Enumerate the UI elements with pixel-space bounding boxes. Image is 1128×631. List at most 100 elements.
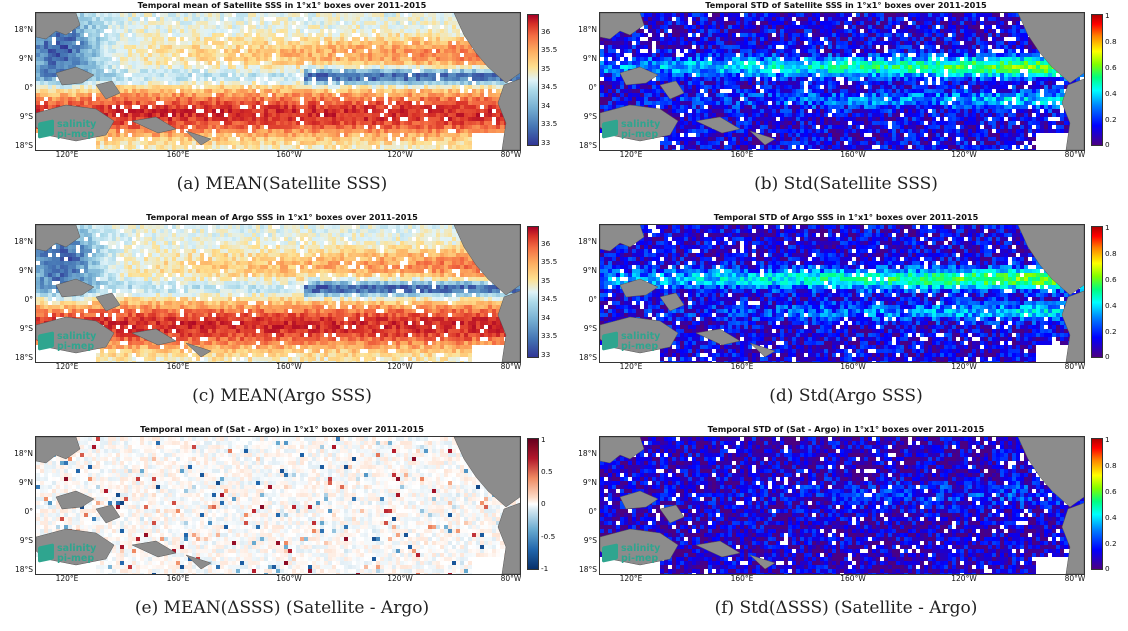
cbar-tick: 0.2 (1105, 539, 1117, 548)
land-mass (55, 490, 95, 510)
lat-tick-9s: 9°S (569, 536, 597, 545)
cbar-tick: 36 (541, 239, 550, 248)
logo-mark (602, 119, 618, 139)
cbar-tick: 1 (541, 435, 546, 444)
caption-d: (d) Std(Argo SSS) (564, 386, 1128, 406)
land-mass (749, 342, 776, 358)
lon-tick-160w: 160°W (833, 362, 873, 371)
lon-tick-80w: 80°W (1055, 574, 1095, 583)
cbar-tick: 35.5 (541, 257, 557, 266)
land-mass (497, 290, 520, 362)
logo-line1: salinity (57, 119, 96, 130)
logo-e: salinity pi-mep (38, 542, 98, 568)
logo-line2: pi-mep (621, 341, 658, 352)
lat-tick-9s: 9°S (5, 324, 33, 333)
map-c-field (36, 225, 520, 362)
land-mass (131, 328, 177, 346)
land-mass (659, 80, 685, 100)
land-mass (695, 116, 741, 134)
cbar-tick: 0.8 (1105, 37, 1117, 46)
lat-tick-18n: 18°N (569, 237, 597, 246)
land-mass (497, 502, 520, 574)
cbar-tick: 35 (541, 64, 550, 73)
lon-tick-120w: 120°W (944, 150, 984, 159)
lat-tick-9s: 9°S (5, 536, 33, 545)
lat-tick-9s: 9°S (5, 112, 33, 121)
cbar-tick: 34 (541, 101, 550, 110)
land-mass (1061, 290, 1084, 362)
panel-f-title: Temporal STD of (Sat - Argo) in 1°x1° bo… (564, 424, 1128, 436)
cbar-tick: 33 (541, 350, 550, 359)
map-a (35, 12, 521, 151)
cbar-tick: 0.8 (1105, 249, 1117, 258)
land-mass (55, 66, 95, 86)
lat-tick-9n: 9°N (5, 266, 33, 275)
logo-line2: pi-mep (621, 553, 658, 564)
caption-f: (f) Std(ΔSSS) (Satellite - Argo) (564, 598, 1128, 618)
lon-tick-120w: 120°W (944, 362, 984, 371)
land-mass (695, 328, 741, 346)
cbar-tick: 0.5 (541, 467, 553, 476)
lon-tick-160e: 160°E (722, 150, 762, 159)
panel-d-title: Temporal STD of Argo SSS in 1°x1° boxes … (564, 212, 1128, 224)
logo-line1: salinity (57, 543, 96, 554)
lon-tick-120e: 120°E (47, 150, 87, 159)
lon-tick-80w: 80°W (491, 362, 531, 371)
lon-tick-80w: 80°W (1055, 362, 1095, 371)
cbar-tick: 35.5 (541, 45, 557, 54)
colorbar-f (1091, 438, 1103, 570)
colorbar-a (527, 14, 539, 146)
cbar-tick: 0.8 (1105, 461, 1117, 470)
cbar-tick: 0.4 (1105, 89, 1117, 98)
panel-a-title: Temporal mean of Satellite SSS in 1°x1° … (0, 0, 564, 12)
land-mass (1017, 225, 1084, 296)
lat-tick-18s: 18°S (569, 141, 597, 150)
logo-a: salinity pi-mep (38, 118, 98, 144)
lat-tick-18s: 18°S (569, 565, 597, 574)
cbar-tick: 33 (541, 138, 550, 147)
lon-tick-160e: 160°E (158, 362, 198, 371)
land-mass (1017, 437, 1084, 508)
land-mass (659, 504, 685, 524)
lat-tick-9n: 9°N (5, 478, 33, 487)
lat-tick-18s: 18°S (5, 141, 33, 150)
cbar-tick: 0 (1105, 352, 1110, 361)
cbar-tick: 1 (1105, 223, 1110, 232)
land-mass (619, 278, 659, 298)
panel-b: Temporal STD of Satellite SSS in 1°x1° b… (564, 0, 1128, 207)
logo-mark (38, 119, 54, 139)
colorbar-e (527, 438, 539, 570)
cbar-tick: 34 (541, 313, 550, 322)
map-f (599, 436, 1085, 575)
panel-e: Temporal mean of (Sat - Argo) in 1°x1° b… (0, 424, 564, 631)
lon-tick-160w: 160°W (833, 150, 873, 159)
land-mass (1061, 502, 1084, 574)
caption-a: (a) MEAN(Satellite SSS) (0, 174, 564, 194)
caption-b: (b) Std(Satellite SSS) (564, 174, 1128, 194)
cbar-tick: 0.6 (1105, 487, 1117, 496)
land-mass (619, 490, 659, 510)
land-mass (95, 504, 121, 524)
lat-tick-0: 0° (5, 507, 33, 516)
land-mass (1017, 13, 1084, 84)
cbar-tick: 1 (1105, 11, 1110, 20)
land-mass (95, 80, 121, 100)
land-mass (185, 342, 212, 358)
logo-f: salinity pi-mep (602, 542, 662, 568)
land-mass (453, 13, 520, 84)
logo-mark (38, 543, 54, 563)
logo-b: salinity pi-mep (602, 118, 662, 144)
lon-tick-120w: 120°W (380, 150, 420, 159)
lon-tick-120w: 120°W (380, 362, 420, 371)
caption-e: (e) MEAN(ΔSSS) (Satellite - Argo) (0, 598, 564, 618)
logo-line2: pi-mep (57, 341, 94, 352)
lon-tick-160e: 160°E (722, 574, 762, 583)
lat-tick-0: 0° (569, 507, 597, 516)
lat-tick-9s: 9°S (569, 324, 597, 333)
land-mass (185, 554, 212, 570)
cbar-tick: 36 (541, 27, 550, 36)
lat-tick-18n: 18°N (569, 25, 597, 34)
logo-line2: pi-mep (57, 553, 94, 564)
cbar-tick: 0.2 (1105, 115, 1117, 124)
logo-mark (38, 331, 54, 351)
